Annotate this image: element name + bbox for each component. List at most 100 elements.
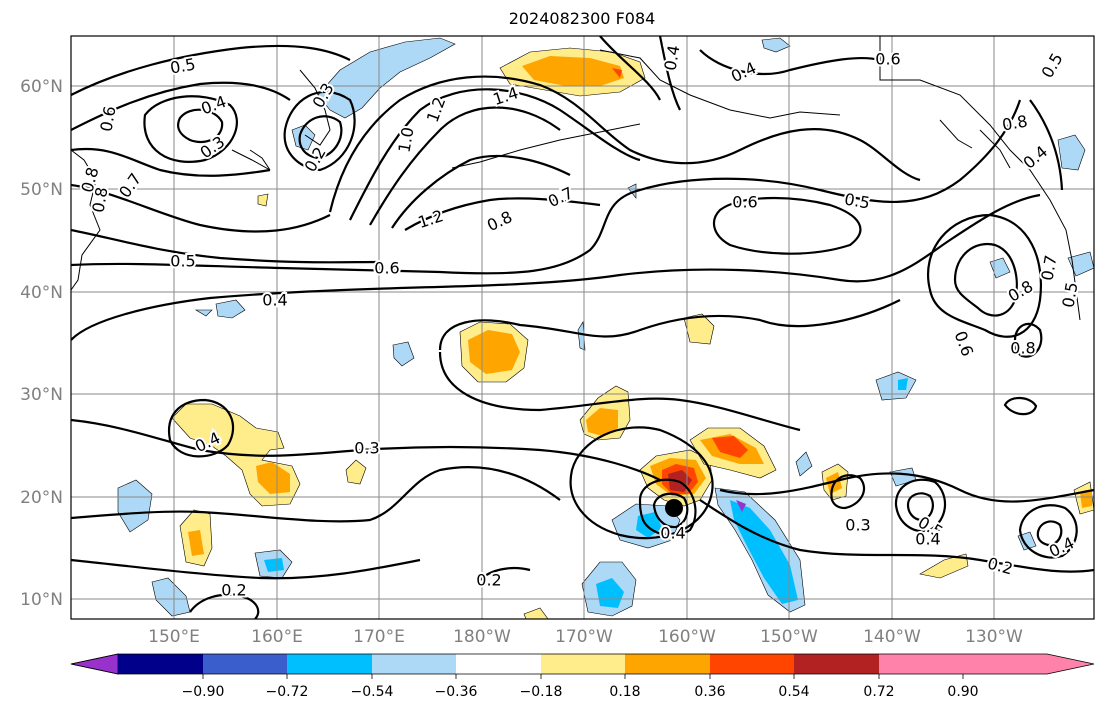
- contour-line: [71, 44, 351, 96]
- contour-line: [1018, 504, 1078, 559]
- contour-label: 0.8: [1010, 339, 1035, 358]
- latitude-axis: 60°N 50°N 40°N 30°N 20°N 10°N: [20, 77, 63, 610]
- contour-line: [298, 115, 343, 160]
- positive-anomaly-area: [345, 459, 367, 485]
- north-america-coast: [879, 36, 1081, 321]
- contour-line: [71, 99, 1022, 275]
- negative-anomaly-area: [317, 37, 456, 119]
- colorbar-segment: [710, 654, 794, 674]
- lon-label: 170°W: [555, 627, 613, 647]
- contour-label: 0.4: [915, 530, 940, 549]
- lon-label: 150°E: [148, 627, 200, 647]
- colorbar-outline: [70, 653, 1095, 675]
- gridlines: [71, 36, 1094, 619]
- contour-line: [283, 90, 356, 172]
- positive-anomaly-area: [257, 193, 269, 207]
- contour-line: [71, 193, 1041, 341]
- contour-label: 0.5: [169, 54, 197, 77]
- contour-line: [71, 183, 331, 233]
- contour-line: [167, 398, 235, 458]
- negative-anomaly-area: [215, 299, 246, 319]
- contour-line: [71, 465, 561, 523]
- positive-anomaly-core: [522, 56, 624, 86]
- positive-anomaly-area: [683, 313, 715, 345]
- contour-line: [177, 108, 224, 144]
- kamchatka-coast: [299, 69, 331, 146]
- colorbar-tick-label: −0.72: [266, 684, 309, 700]
- strong-negative-anomaly: [736, 500, 746, 512]
- contour-line: [658, 36, 681, 111]
- negative-anomaly-core: [898, 378, 908, 390]
- colorbar-tick-label: −0.90: [182, 684, 225, 700]
- contour-line: [349, 88, 641, 221]
- contour-label: 0.3: [845, 516, 870, 535]
- colorbar-ticks: [202, 674, 964, 679]
- contour-label: 0.3: [354, 439, 379, 458]
- strong-positive-anomaly: [612, 68, 622, 78]
- contour-label: 0.4: [262, 291, 287, 310]
- contour-line: [438, 299, 901, 351]
- map-title: 2024082300 F084: [509, 9, 656, 28]
- colorbar-tick-label: 0.36: [694, 684, 725, 700]
- contour-label: 0.4: [660, 44, 683, 72]
- contour-line: [71, 147, 271, 177]
- contour-line: [391, 154, 571, 229]
- contour-line: [569, 426, 714, 540]
- positive-anomaly-core: [1080, 490, 1092, 508]
- strong-positive-anomaly: [712, 436, 748, 458]
- lon-label: 160°E: [251, 627, 303, 647]
- contours: [71, 36, 1094, 619]
- contour-label: 0.5: [170, 252, 195, 271]
- colorbar-tick-label: 0.54: [778, 684, 809, 700]
- negative-anomaly-area: [194, 309, 213, 317]
- negative-anomaly-core: [596, 578, 624, 608]
- negative-anomaly-area: [795, 451, 813, 477]
- contour-line: [599, 36, 661, 101]
- colorbar-segment: [118, 654, 203, 674]
- contour-line: [438, 351, 801, 432]
- lat-label: 40°N: [20, 283, 63, 303]
- negative-anomaly-core: [730, 500, 798, 604]
- canada-inlets: [939, 119, 1011, 169]
- contour-line: [404, 197, 601, 231]
- contour-line: [1036, 520, 1063, 547]
- storm-center-marker: [665, 499, 683, 517]
- lat-label: 30°N: [20, 385, 63, 405]
- colorbar-tick-label: −0.36: [435, 684, 478, 700]
- lon-label: 160°W: [658, 627, 716, 647]
- map-panel: 0.50.40.3 0.20.60.70.81.01.2 1.40.4 0.6 0.50…: [71, 36, 1094, 619]
- lat-label: 60°N: [20, 77, 63, 97]
- contour-line: [652, 492, 689, 529]
- contour-label: 0.2: [221, 581, 246, 600]
- lon-label: 150°W: [760, 627, 818, 647]
- contour-line: [699, 499, 1094, 573]
- contour-label: 0.6: [875, 50, 900, 69]
- contour-line: [1013, 322, 1043, 358]
- positive-anomaly-core: [468, 330, 520, 374]
- negative-anomaly-area: [392, 341, 415, 367]
- contour-line: [894, 478, 947, 533]
- contour-line: [712, 196, 862, 255]
- contour-line: [71, 418, 661, 481]
- positive-anomaly-area: [919, 553, 969, 579]
- negative-anomaly-area: [761, 37, 791, 53]
- contour-line: [71, 81, 291, 131]
- contour-line: [830, 474, 866, 510]
- contour-line: [479, 566, 531, 581]
- longitude-axis: 150°E 160°E 170°E 180°W 170°W 160°W 150°…: [148, 627, 1023, 647]
- asia-coast: [71, 149, 101, 291]
- contour-line: [143, 95, 238, 163]
- contour-line: [1029, 99, 1064, 191]
- positive-anomaly-core: [188, 530, 204, 556]
- negative-anomaly-area: [577, 321, 586, 351]
- contour-line: [953, 242, 1018, 317]
- positive-anomaly-core: [586, 408, 618, 436]
- colorbar-tick-label: 0.90: [947, 684, 978, 700]
- contour-line: [369, 106, 561, 226]
- colorbar-lower-extension: [70, 653, 119, 675]
- colorbar-segment: [287, 654, 372, 674]
- contour-line: [927, 213, 1042, 338]
- contour-line: [1003, 396, 1038, 416]
- contour-line: [638, 478, 697, 537]
- colorbar-segment: [203, 654, 287, 674]
